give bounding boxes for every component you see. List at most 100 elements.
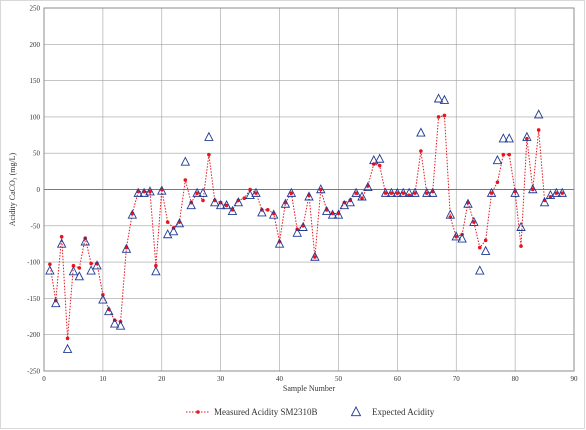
measured-point xyxy=(530,187,535,192)
legend-expected-label: Expected Acidity xyxy=(372,407,435,417)
x-tick-label: 70 xyxy=(453,375,461,383)
expected-point xyxy=(157,185,167,195)
x-tick-label: 10 xyxy=(99,375,107,383)
expected-point xyxy=(192,187,202,197)
expected-point xyxy=(392,187,403,197)
expected-point xyxy=(268,209,279,219)
expected-point xyxy=(510,187,520,197)
expected-point xyxy=(533,109,544,119)
expected-point xyxy=(310,251,320,261)
expected-point xyxy=(545,189,556,200)
expected-point xyxy=(104,306,114,316)
measured-point xyxy=(360,196,364,201)
expected-point xyxy=(386,187,397,197)
expected-point xyxy=(321,205,332,215)
legend: Measured Acidity SM2310B Expected Acidit… xyxy=(186,406,435,417)
legend-item-measured: Measured Acidity SM2310B xyxy=(186,407,318,417)
expected-point xyxy=(45,265,55,275)
expected-point xyxy=(445,209,456,219)
measured-point xyxy=(389,191,394,195)
measured-point xyxy=(201,198,205,203)
expected-point xyxy=(292,227,302,237)
measured-point xyxy=(560,191,565,195)
expected-point xyxy=(327,209,338,219)
expected-point xyxy=(457,233,467,243)
measured-point xyxy=(377,163,382,168)
measured-point xyxy=(183,178,188,182)
x-tick-label: 90 xyxy=(571,375,579,383)
x-tick-label: 20 xyxy=(158,375,166,383)
expected-point xyxy=(51,298,61,308)
expected-point xyxy=(115,320,126,330)
expected-point xyxy=(233,197,244,207)
expected-point xyxy=(316,184,326,194)
expected-point xyxy=(351,187,361,197)
measured-point xyxy=(318,187,323,192)
x-tick-label: 50 xyxy=(335,375,343,383)
measured-point xyxy=(501,152,506,157)
measured-point xyxy=(436,115,441,119)
expected-point xyxy=(180,156,191,166)
measured-point xyxy=(548,194,553,199)
expected-point xyxy=(422,187,432,197)
expected-point xyxy=(74,271,85,281)
legend-measured-label: Measured Acidity SM2310B xyxy=(214,407,318,417)
expected-point xyxy=(486,187,497,197)
measured-point xyxy=(59,234,64,239)
expected-point xyxy=(133,187,143,197)
expected-point xyxy=(304,191,314,201)
expected-point xyxy=(127,209,138,219)
expected-point xyxy=(286,187,297,197)
expected-point xyxy=(528,184,538,194)
x-axis-title: Sample Number xyxy=(283,384,336,393)
expected-point xyxy=(227,205,238,215)
y-tick-label: 150 xyxy=(30,77,41,85)
x-tick-label: 30 xyxy=(217,375,225,383)
expected-point xyxy=(121,243,132,253)
expected-point xyxy=(416,127,426,137)
x-tick-label: 80 xyxy=(512,375,520,383)
y-tick-label: 250 xyxy=(30,5,41,13)
tick-labels: -250 -200 -150 -100 -50 0 50 100 150 200 250 0 10 20 3… xyxy=(27,5,578,384)
measured-point xyxy=(89,261,93,266)
expected-point xyxy=(86,265,96,275)
measured-point xyxy=(289,191,294,195)
expected-point xyxy=(257,207,267,217)
expected-point xyxy=(198,187,208,197)
expected-point xyxy=(522,131,532,141)
measured-point xyxy=(454,234,459,239)
measured-point xyxy=(495,180,500,185)
measured-point xyxy=(477,245,482,250)
measured-point xyxy=(148,189,152,194)
expected-point xyxy=(204,131,214,141)
measured-point xyxy=(71,263,76,268)
y-tick-label: -100 xyxy=(27,259,40,267)
expected-point xyxy=(62,343,73,353)
measured-point xyxy=(419,149,423,153)
measured-point xyxy=(554,191,559,195)
expected-point xyxy=(151,266,161,276)
measured-point xyxy=(207,152,211,157)
expected-point xyxy=(398,187,408,197)
measured-series-line xyxy=(49,114,563,339)
expected-point xyxy=(539,197,550,207)
expected-point xyxy=(80,236,90,246)
expected-point xyxy=(345,197,355,207)
y-axis-title: Acidity CaCO₃ (mg/L) xyxy=(8,152,17,226)
measured-point xyxy=(254,191,258,195)
expected-point xyxy=(492,155,503,165)
expected-point xyxy=(98,294,108,304)
axes xyxy=(43,7,575,372)
measured-point xyxy=(424,191,429,195)
measured-point xyxy=(354,191,358,195)
y-tick-label: -150 xyxy=(27,295,40,303)
measured-point xyxy=(507,152,512,157)
expected-point xyxy=(557,187,567,197)
expected-point xyxy=(56,238,67,248)
expected-point xyxy=(374,153,385,163)
x-tick-label: 60 xyxy=(394,375,402,383)
y-tick-label: 100 xyxy=(30,113,41,121)
expected-point xyxy=(363,181,373,192)
expected-point xyxy=(245,189,255,200)
expected-point xyxy=(298,221,308,231)
